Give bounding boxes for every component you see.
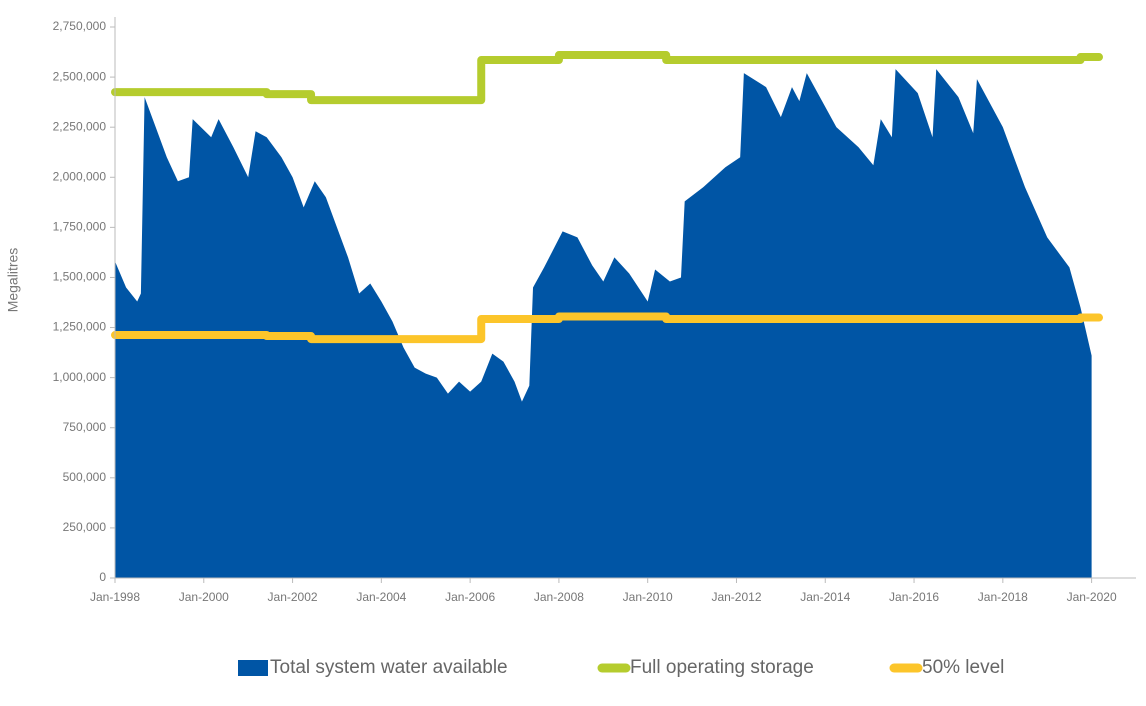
area (115, 69, 1092, 579)
y-tick-label: 1,000,000 (53, 370, 107, 384)
y-tick-label: 2,000,000 (53, 169, 107, 183)
legend-swatch (238, 660, 268, 676)
y-tick-label: 2,750,000 (53, 19, 107, 33)
y-axis-label: Megalitres (5, 248, 21, 313)
x-tick-label: Jan-2018 (978, 590, 1028, 604)
y-tick-label: 1,250,000 (53, 320, 107, 334)
x-tick-label: Jan-2002 (268, 590, 318, 604)
y-tick-label: 500,000 (63, 470, 107, 484)
y-tick-label: 2,250,000 (53, 119, 107, 133)
step-line (111, 312, 1104, 344)
y-tick-label: 750,000 (63, 420, 107, 434)
x-tick-label: Jan-2016 (889, 590, 939, 604)
x-tick-label: Jan-2014 (800, 590, 850, 604)
x-tick-label: Jan-2008 (534, 590, 584, 604)
legend-label: Total system water available (270, 657, 508, 678)
x-tick-label: Jan-2010 (623, 590, 673, 604)
y-tick-label: 0 (99, 570, 106, 584)
legend-label: 50% level (922, 657, 1004, 678)
x-tick-label: Jan-2004 (356, 590, 406, 604)
y-tick-label: 1,750,000 (53, 220, 107, 234)
x-tick-label: Jan-1998 (90, 590, 140, 604)
x-tick-label: Jan-2000 (179, 590, 229, 604)
x-tick-label: Jan-2012 (711, 590, 761, 604)
legend-label: Full operating storage (630, 657, 814, 678)
x-tick-label: Jan-2006 (445, 590, 495, 604)
y-tick-label: 1,500,000 (53, 270, 107, 284)
y-tick-label: 250,000 (63, 520, 107, 534)
step-line (111, 51, 1104, 105)
x-tick-label: Jan-2020 (1067, 590, 1117, 604)
y-tick-label: 2,500,000 (53, 69, 107, 83)
